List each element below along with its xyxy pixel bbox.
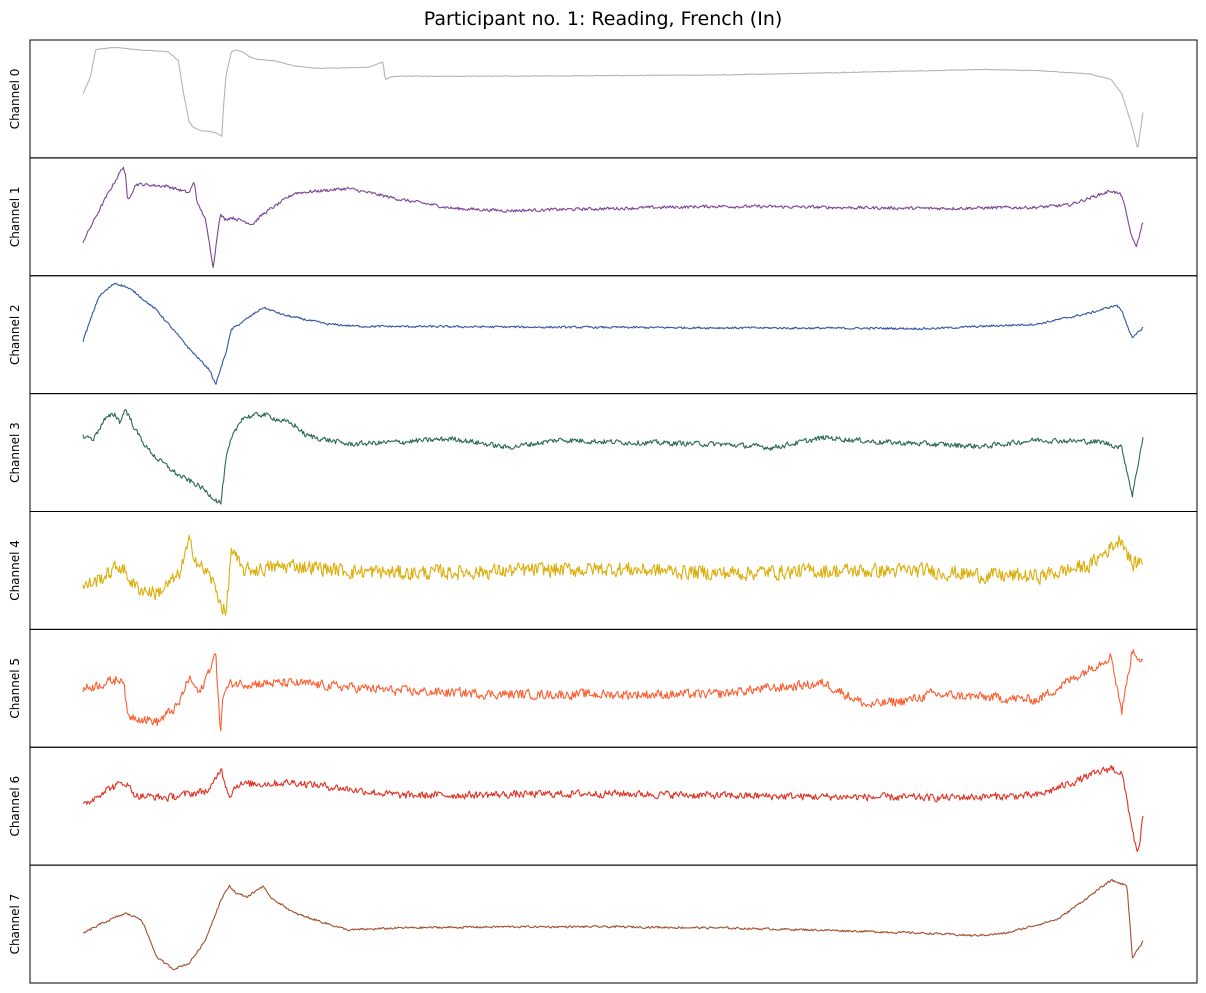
channel-label-5: Channel 5 xyxy=(8,658,22,719)
panel-frame xyxy=(29,628,1198,748)
channel-label-2: Channel 2 xyxy=(8,304,22,365)
panel-frame xyxy=(29,275,1198,395)
series-line-channel-0 xyxy=(82,46,1144,148)
channel-panel-0: Channel 0 xyxy=(8,39,1198,159)
channel-label-1: Channel 1 xyxy=(8,186,22,247)
panel-frame xyxy=(29,746,1198,866)
series-line-channel-1 xyxy=(82,166,1144,268)
series-line-channel-3 xyxy=(82,409,1144,505)
channel-label-7: Channel 7 xyxy=(8,894,22,955)
chart-title: Participant no. 1: Reading, French (In) xyxy=(423,8,783,30)
channel-panel-4: Channel 4 xyxy=(8,511,1198,630)
series-line-channel-6 xyxy=(82,765,1144,853)
channel-panel-1: Channel 1 xyxy=(8,157,1198,277)
panel-frame xyxy=(29,39,1198,159)
channel-panel-7: Channel 7 xyxy=(8,864,1198,984)
panel-frame xyxy=(29,393,1198,512)
series-line-channel-2 xyxy=(82,282,1144,385)
channel-panel-2: Channel 2 xyxy=(8,275,1198,395)
channel-panel-6: Channel 6 xyxy=(8,746,1198,866)
channel-label-4: Channel 4 xyxy=(8,540,22,601)
channel-panel-3: Channel 3 xyxy=(8,393,1198,512)
channel-label-0: Channel 0 xyxy=(8,69,22,130)
panel-frame xyxy=(29,864,1198,984)
channel-panel-5: Channel 5 xyxy=(8,628,1198,748)
series-line-channel-4 xyxy=(82,534,1144,616)
series-line-channel-7 xyxy=(82,878,1144,971)
series-line-channel-5 xyxy=(82,648,1144,732)
channel-label-3: Channel 3 xyxy=(8,422,22,483)
channel-label-6: Channel 6 xyxy=(8,776,22,837)
